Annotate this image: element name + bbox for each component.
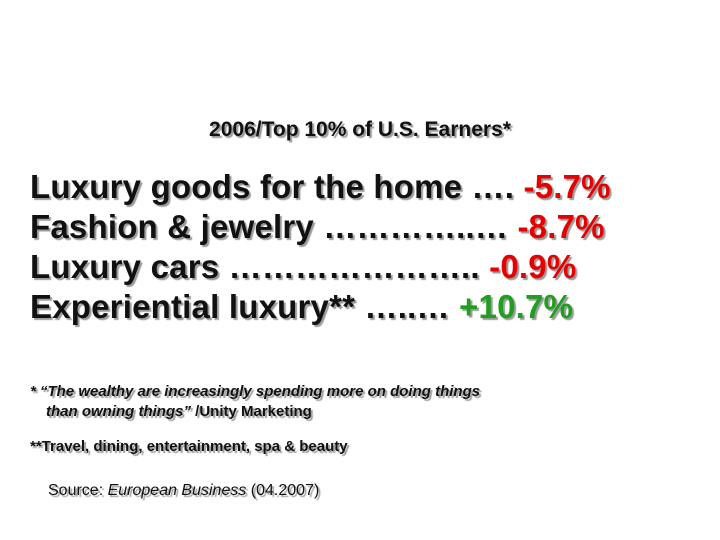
item-label: Luxury goods for the home …. (30, 168, 515, 205)
item-value: +10.7% (459, 288, 574, 325)
source: Source: European Business (04.2007) (48, 482, 319, 500)
item-value: -5.7% (523, 168, 611, 205)
item-value: -8.7% (517, 208, 605, 245)
item-row: Luxury cars ………………….. -0.9% (30, 248, 576, 286)
item-row: Experiential luxury** …..… +10.7% (30, 288, 573, 326)
quote-line: * “The wealthy are increasingly spending… (30, 383, 481, 400)
source-date: (04.2007) (246, 482, 320, 499)
item-value: -0.9% (489, 248, 577, 285)
source-publication: European Business (107, 482, 247, 499)
item-row: Luxury goods for the home …. -5.7% (30, 168, 611, 206)
attribution: /Unity Marketing (190, 403, 312, 420)
footnote-experiential: **Travel, dining, entertainment, spa & b… (30, 438, 348, 455)
item-label: Experiential luxury** …..… (30, 288, 450, 325)
item-row: Fashion & jewelry …………..… -8.7% (30, 208, 605, 246)
slide-title: 2006/Top 10% of U.S. Earners* (209, 118, 511, 141)
quote-line: than owning things” (46, 403, 191, 420)
item-label: Luxury cars ………………….. (30, 248, 480, 285)
source-prefix: Source: (48, 482, 108, 499)
item-label: Fashion & jewelry …………..… (30, 208, 509, 245)
footnote-quote: * “The wealthy are increasingly spending… (30, 383, 480, 400)
footnote-quote: than owning things” /Unity Marketing (46, 403, 312, 420)
